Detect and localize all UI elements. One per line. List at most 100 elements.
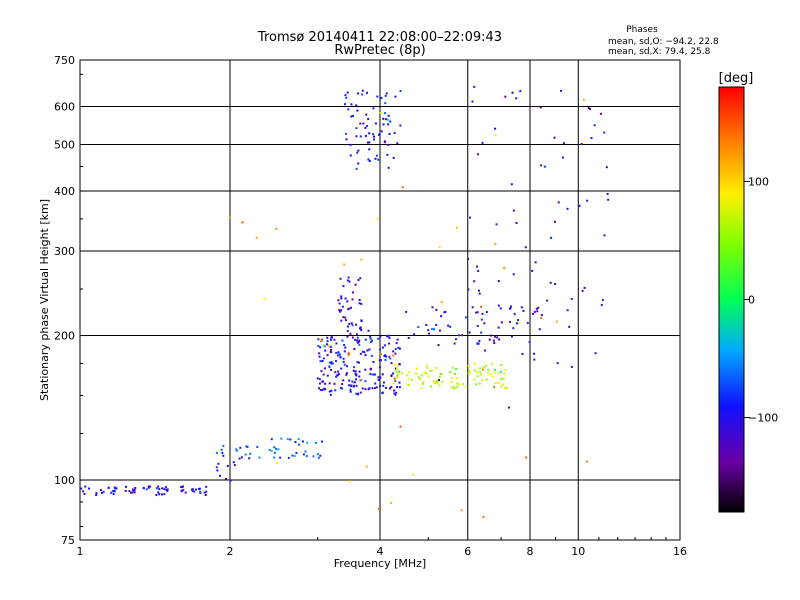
data-point — [363, 351, 366, 354]
data-point — [606, 192, 609, 195]
x-tick-label: 1 — [77, 545, 84, 558]
data-point — [163, 493, 166, 496]
data-point — [512, 209, 515, 212]
data-point — [411, 378, 414, 381]
data-point — [392, 382, 395, 385]
data-point — [398, 386, 401, 389]
data-point — [131, 488, 134, 491]
data-point — [368, 348, 371, 351]
data-point — [467, 365, 470, 368]
data-point — [95, 493, 98, 496]
data-point — [364, 380, 367, 383]
data-point — [378, 366, 381, 369]
data-point — [338, 353, 341, 356]
data-point — [263, 297, 266, 300]
x-axis: 1 2 4 8 16 6 10 — [77, 60, 687, 558]
data-point — [342, 316, 345, 319]
data-point — [236, 449, 239, 452]
y-tick-label: 750 — [54, 54, 75, 67]
data-point — [487, 368, 490, 371]
data-point — [497, 372, 500, 375]
data-point — [531, 269, 534, 272]
data-point — [438, 329, 441, 332]
data-point — [425, 364, 428, 367]
data-point — [338, 309, 341, 312]
data-point — [492, 385, 495, 388]
data-point — [358, 302, 361, 305]
data-point — [324, 382, 327, 385]
data-point — [374, 382, 377, 385]
data-point — [522, 309, 525, 312]
data-point — [407, 384, 410, 387]
data-point — [160, 493, 163, 496]
data-point — [395, 370, 398, 373]
data-point — [546, 299, 549, 302]
data-point — [367, 158, 370, 161]
data-point — [394, 378, 397, 381]
data-point — [553, 220, 556, 223]
data-point — [330, 389, 333, 392]
data-point — [478, 370, 481, 373]
data-point — [516, 322, 519, 325]
data-point — [476, 324, 479, 327]
data-point — [519, 90, 522, 93]
data-point — [361, 387, 364, 390]
data-point — [385, 386, 388, 389]
data-point — [335, 342, 338, 345]
colorbar-tick-label: 0 — [748, 294, 755, 307]
data-point — [457, 383, 460, 386]
data-point — [465, 386, 468, 389]
data-point — [487, 371, 490, 374]
data-point — [204, 494, 207, 497]
data-point — [382, 117, 385, 120]
data-point — [349, 390, 352, 393]
data-point — [337, 351, 340, 354]
data-point — [503, 372, 506, 375]
data-point — [393, 392, 396, 395]
data-point — [508, 320, 511, 323]
data-point — [489, 334, 492, 337]
data-point — [360, 378, 363, 381]
data-point — [350, 385, 353, 388]
data-point — [401, 186, 404, 189]
data-point — [476, 153, 479, 156]
data-point — [440, 301, 443, 304]
data-point — [392, 350, 395, 353]
data-point — [477, 269, 480, 272]
data-point — [347, 308, 350, 311]
data-point — [356, 92, 359, 95]
data-point — [435, 308, 438, 311]
data-point — [216, 469, 219, 472]
y-tick-label: 75 — [61, 534, 75, 547]
data-point — [331, 362, 334, 365]
data-point — [473, 369, 476, 372]
data-point — [244, 453, 247, 456]
data-point — [482, 515, 485, 518]
data-point — [419, 377, 422, 380]
data-point — [233, 463, 236, 466]
data-point — [359, 122, 362, 125]
data-point — [502, 377, 505, 380]
data-point — [344, 297, 347, 300]
data-point — [337, 299, 340, 302]
data-point — [147, 486, 150, 489]
data-point — [329, 348, 332, 351]
data-point — [355, 127, 358, 130]
data-point — [360, 329, 363, 332]
colorbar-ticks: 100 0 −100 — [744, 175, 778, 425]
data-point — [495, 223, 498, 226]
data-point — [377, 376, 380, 379]
data-point — [344, 319, 347, 322]
data-point — [194, 488, 197, 491]
data-point — [132, 489, 135, 492]
data-point — [478, 382, 481, 385]
data-point — [456, 226, 459, 229]
data-point — [145, 488, 148, 491]
data-point — [603, 234, 606, 237]
data-point — [305, 455, 308, 458]
data-point — [451, 366, 454, 369]
data-point — [319, 346, 322, 349]
data-point — [372, 133, 375, 136]
data-point — [348, 379, 351, 382]
